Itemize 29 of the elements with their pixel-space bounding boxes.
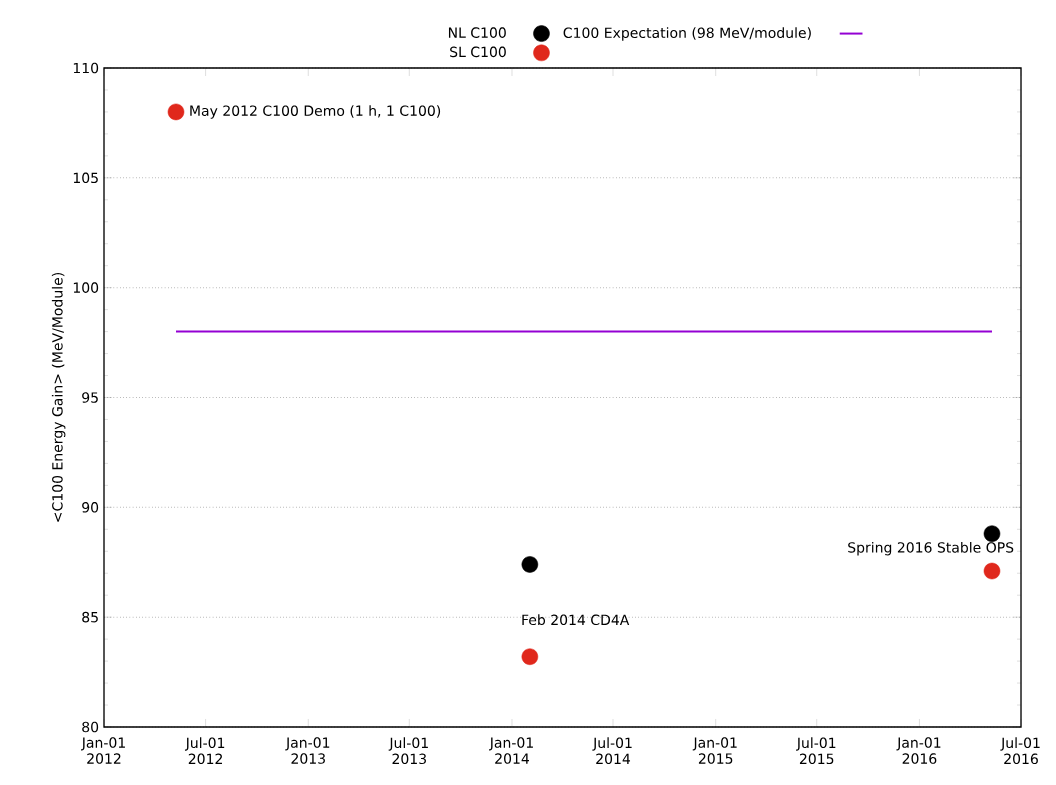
legend-label: C100 Expectation (98 MeV/module) [563, 27, 811, 41]
y-tick-label: 105 [73, 172, 98, 184]
x-tick-label: Jan-01 2016 [896, 737, 941, 764]
y-tick-label: 85 [82, 611, 98, 623]
y-tick-label: 90 [82, 502, 99, 513]
point [983, 562, 1001, 580]
annotation: Feb 2014 CD4A [522, 614, 630, 626]
annotation: May 2012 C100 Demo (1 h, 1 C100) [190, 105, 441, 119]
x-tick-label: Jan-01 2014 [489, 737, 533, 764]
x-tick-label: Jan-01 2013 [285, 737, 330, 764]
y-tick-label: 80 [82, 721, 99, 733]
annotation: Spring 2016 Stable OPS [848, 541, 1014, 556]
x-tick-label: Jan-01 2015 [692, 737, 737, 764]
y-tick-label: 95 [82, 392, 98, 403]
y-tick-label: 110 [73, 62, 99, 74]
y-axis-title: <C100 Energy Gain> (MeV/Module) [51, 273, 66, 522]
x-tick-label: Jul-01 2013 [388, 737, 428, 765]
legend-label: SL C100 [450, 46, 506, 58]
point [521, 648, 539, 665]
point [521, 556, 539, 573]
x-tick-label: Jul-01 2012 [184, 737, 225, 765]
x-tick-label: Jul-01 2015 [796, 737, 836, 765]
point [167, 103, 185, 121]
x-tick-label: Jan-01 2012 [81, 737, 125, 764]
x-tick-label: Jul-01 2016 [1000, 737, 1040, 765]
legend-label: NL C100 [448, 27, 506, 38]
point [983, 525, 1001, 542]
y-tick-label: 100 [73, 282, 99, 293]
x-tick-label: Jul-01 2014 [592, 737, 632, 765]
